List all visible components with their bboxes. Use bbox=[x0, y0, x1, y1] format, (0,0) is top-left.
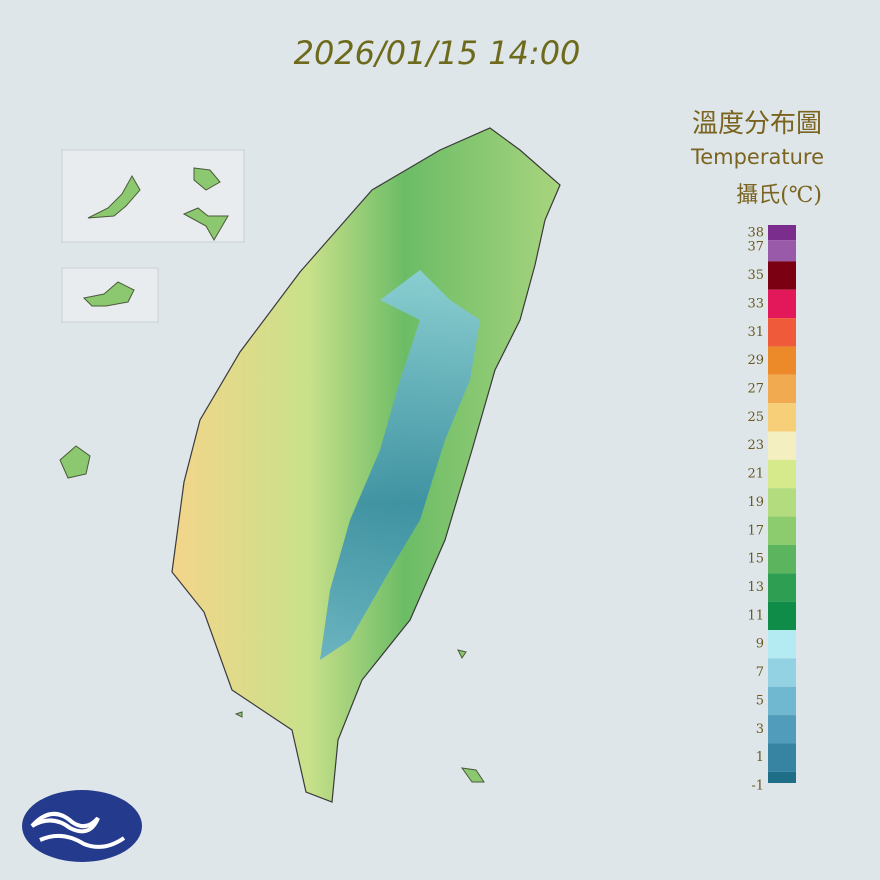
legend-label: 15 bbox=[747, 552, 764, 567]
mountain-area bbox=[320, 270, 480, 660]
legend-label: 37 bbox=[747, 240, 764, 255]
logo-mark bbox=[30, 812, 126, 849]
legend-label: 38 bbox=[747, 226, 764, 241]
legend-label: 3 bbox=[756, 722, 764, 737]
legend-label: 7 bbox=[756, 665, 764, 680]
legend-label: 1 bbox=[756, 750, 764, 765]
legend-swatch bbox=[768, 225, 796, 241]
legend-label: 17 bbox=[747, 523, 764, 538]
legend-swatch bbox=[768, 686, 796, 716]
legend-unit: 攝氏(℃) bbox=[736, 183, 822, 208]
legend-swatch bbox=[768, 459, 796, 489]
legend-label: 33 bbox=[747, 296, 764, 311]
legend-label: 31 bbox=[747, 325, 764, 340]
legend-label: 19 bbox=[747, 495, 764, 510]
legend-label: 25 bbox=[747, 410, 764, 425]
legend-swatch bbox=[768, 630, 796, 659]
legend-label: -1 bbox=[751, 779, 764, 794]
legend-label: 5 bbox=[756, 693, 764, 708]
legend-label: 23 bbox=[747, 438, 764, 453]
legend-swatch bbox=[768, 516, 796, 545]
legend-swatch bbox=[768, 488, 796, 517]
legend-swatch bbox=[768, 544, 796, 574]
legend-label: 35 bbox=[747, 268, 764, 283]
legend-title: 溫度分布圖 bbox=[692, 109, 822, 139]
legend-swatch bbox=[768, 658, 796, 687]
legend-swatch bbox=[768, 601, 796, 631]
legend-label: 9 bbox=[756, 637, 764, 652]
legend-swatch bbox=[768, 289, 796, 319]
legend-swatch bbox=[768, 403, 796, 432]
legend-label: 29 bbox=[747, 353, 764, 368]
legend-label: 27 bbox=[747, 381, 764, 396]
legend-swatch bbox=[768, 743, 796, 772]
legend-label: 21 bbox=[747, 467, 764, 482]
legend-swatch bbox=[768, 346, 796, 375]
legend-swatch bbox=[768, 771, 796, 783]
legend-swatch bbox=[768, 261, 796, 290]
legend-swatch bbox=[768, 374, 796, 404]
legend-swatch bbox=[768, 431, 796, 460]
legend-label: 11 bbox=[747, 608, 764, 623]
legend-swatch bbox=[768, 715, 796, 744]
legend-swatch bbox=[768, 318, 796, 347]
legend-subtitle: Temperature bbox=[690, 145, 824, 169]
taiwan-land bbox=[171, 127, 561, 803]
legend-swatch bbox=[768, 573, 796, 602]
timestamp: 2026/01/15 14:00 bbox=[294, 34, 581, 72]
legend-swatch bbox=[768, 240, 796, 262]
island bbox=[59, 167, 485, 783]
legend-label: 13 bbox=[747, 580, 764, 595]
